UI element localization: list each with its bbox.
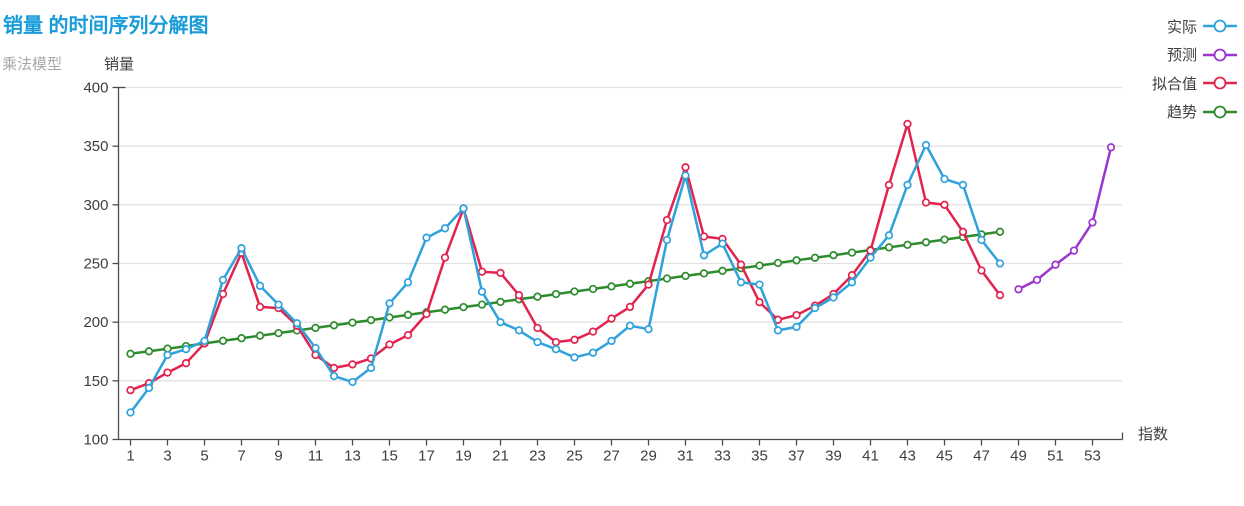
svg-text:100: 100 [83, 432, 108, 449]
svg-text:17: 17 [418, 448, 435, 465]
legend: 实际 预测 拟合值 趋势 [1152, 12, 1238, 126]
legend-item-fitted: 拟合值 [1152, 69, 1238, 98]
svg-text:1: 1 [126, 448, 134, 465]
svg-text:300: 300 [83, 197, 108, 214]
x-axis-title: 指数 [1138, 426, 1169, 443]
legend-item-trend: 趋势 [1152, 98, 1238, 127]
svg-text:13: 13 [344, 448, 361, 465]
svg-text:51: 51 [1047, 448, 1064, 465]
svg-text:15: 15 [381, 448, 398, 465]
svg-text:150: 150 [83, 373, 108, 390]
svg-text:400: 400 [83, 80, 108, 97]
svg-text:200: 200 [83, 314, 108, 331]
legend-line-circle-icon [1203, 76, 1237, 90]
svg-text:47: 47 [973, 448, 990, 465]
svg-text:9: 9 [274, 448, 282, 465]
model-type-label: 乘法模型 [2, 56, 63, 73]
svg-text:39: 39 [825, 448, 842, 465]
y-axis-title: 销量 [104, 56, 135, 73]
svg-text:49: 49 [1010, 448, 1027, 465]
svg-text:45: 45 [936, 448, 953, 465]
legend-item-actual: 实际 [1152, 12, 1238, 41]
svg-text:21: 21 [492, 448, 509, 465]
legend-label-fitted: 拟合值 [1151, 75, 1197, 93]
legend-line-circle-icon [1203, 48, 1237, 62]
svg-text:33: 33 [714, 448, 731, 465]
svg-text:53: 53 [1084, 448, 1101, 465]
svg-text:350: 350 [83, 138, 108, 155]
svg-text:11: 11 [308, 448, 324, 465]
svg-text:250: 250 [83, 256, 108, 273]
chart-title: 销量 的时间序列分解图 [3, 15, 209, 37]
legend-label-actual: 实际 [1166, 18, 1197, 36]
svg-text:25: 25 [566, 448, 583, 465]
svg-text:7: 7 [237, 448, 245, 465]
svg-text:27: 27 [603, 448, 620, 465]
svg-text:43: 43 [899, 448, 916, 465]
svg-text:31: 31 [677, 448, 694, 465]
legend-label-trend: 趋势 [1166, 104, 1197, 122]
svg-text:35: 35 [751, 448, 768, 465]
svg-text:23: 23 [529, 448, 546, 465]
svg-text:41: 41 [862, 448, 879, 465]
legend-line-circle-icon [1203, 105, 1237, 119]
svg-text:3: 3 [163, 448, 171, 465]
legend-line-circle-icon [1203, 19, 1237, 33]
legend-label-forecast: 预测 [1166, 47, 1197, 65]
svg-text:37: 37 [788, 448, 805, 465]
svg-text:5: 5 [200, 448, 208, 465]
svg-text:29: 29 [640, 448, 657, 465]
svg-text:19: 19 [455, 448, 472, 465]
legend-item-forecast: 预测 [1152, 41, 1238, 70]
